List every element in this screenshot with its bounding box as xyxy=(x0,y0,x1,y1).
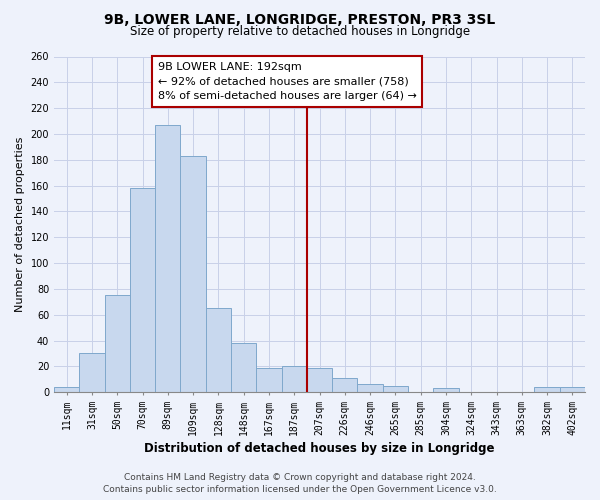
Bar xyxy=(307,368,332,392)
Bar xyxy=(560,387,585,392)
Bar xyxy=(332,378,358,392)
Bar xyxy=(79,354,104,392)
Bar xyxy=(104,296,130,392)
Bar xyxy=(358,384,383,392)
X-axis label: Distribution of detached houses by size in Longridge: Distribution of detached houses by size … xyxy=(144,442,495,455)
Bar xyxy=(256,368,281,392)
Text: Contains HM Land Registry data © Crown copyright and database right 2024.
Contai: Contains HM Land Registry data © Crown c… xyxy=(103,472,497,494)
Text: Size of property relative to detached houses in Longridge: Size of property relative to detached ho… xyxy=(130,25,470,38)
Bar xyxy=(383,386,408,392)
Bar xyxy=(281,366,307,392)
Bar xyxy=(130,188,155,392)
Y-axis label: Number of detached properties: Number of detached properties xyxy=(15,136,25,312)
Text: 9B, LOWER LANE, LONGRIDGE, PRESTON, PR3 3SL: 9B, LOWER LANE, LONGRIDGE, PRESTON, PR3 … xyxy=(104,12,496,26)
Bar xyxy=(433,388,458,392)
Bar xyxy=(155,125,181,392)
Bar xyxy=(206,308,231,392)
Text: 9B LOWER LANE: 192sqm
← 92% of detached houses are smaller (758)
8% of semi-deta: 9B LOWER LANE: 192sqm ← 92% of detached … xyxy=(158,62,416,102)
Bar xyxy=(535,387,560,392)
Bar xyxy=(181,156,206,392)
Bar xyxy=(54,387,79,392)
Bar xyxy=(231,343,256,392)
